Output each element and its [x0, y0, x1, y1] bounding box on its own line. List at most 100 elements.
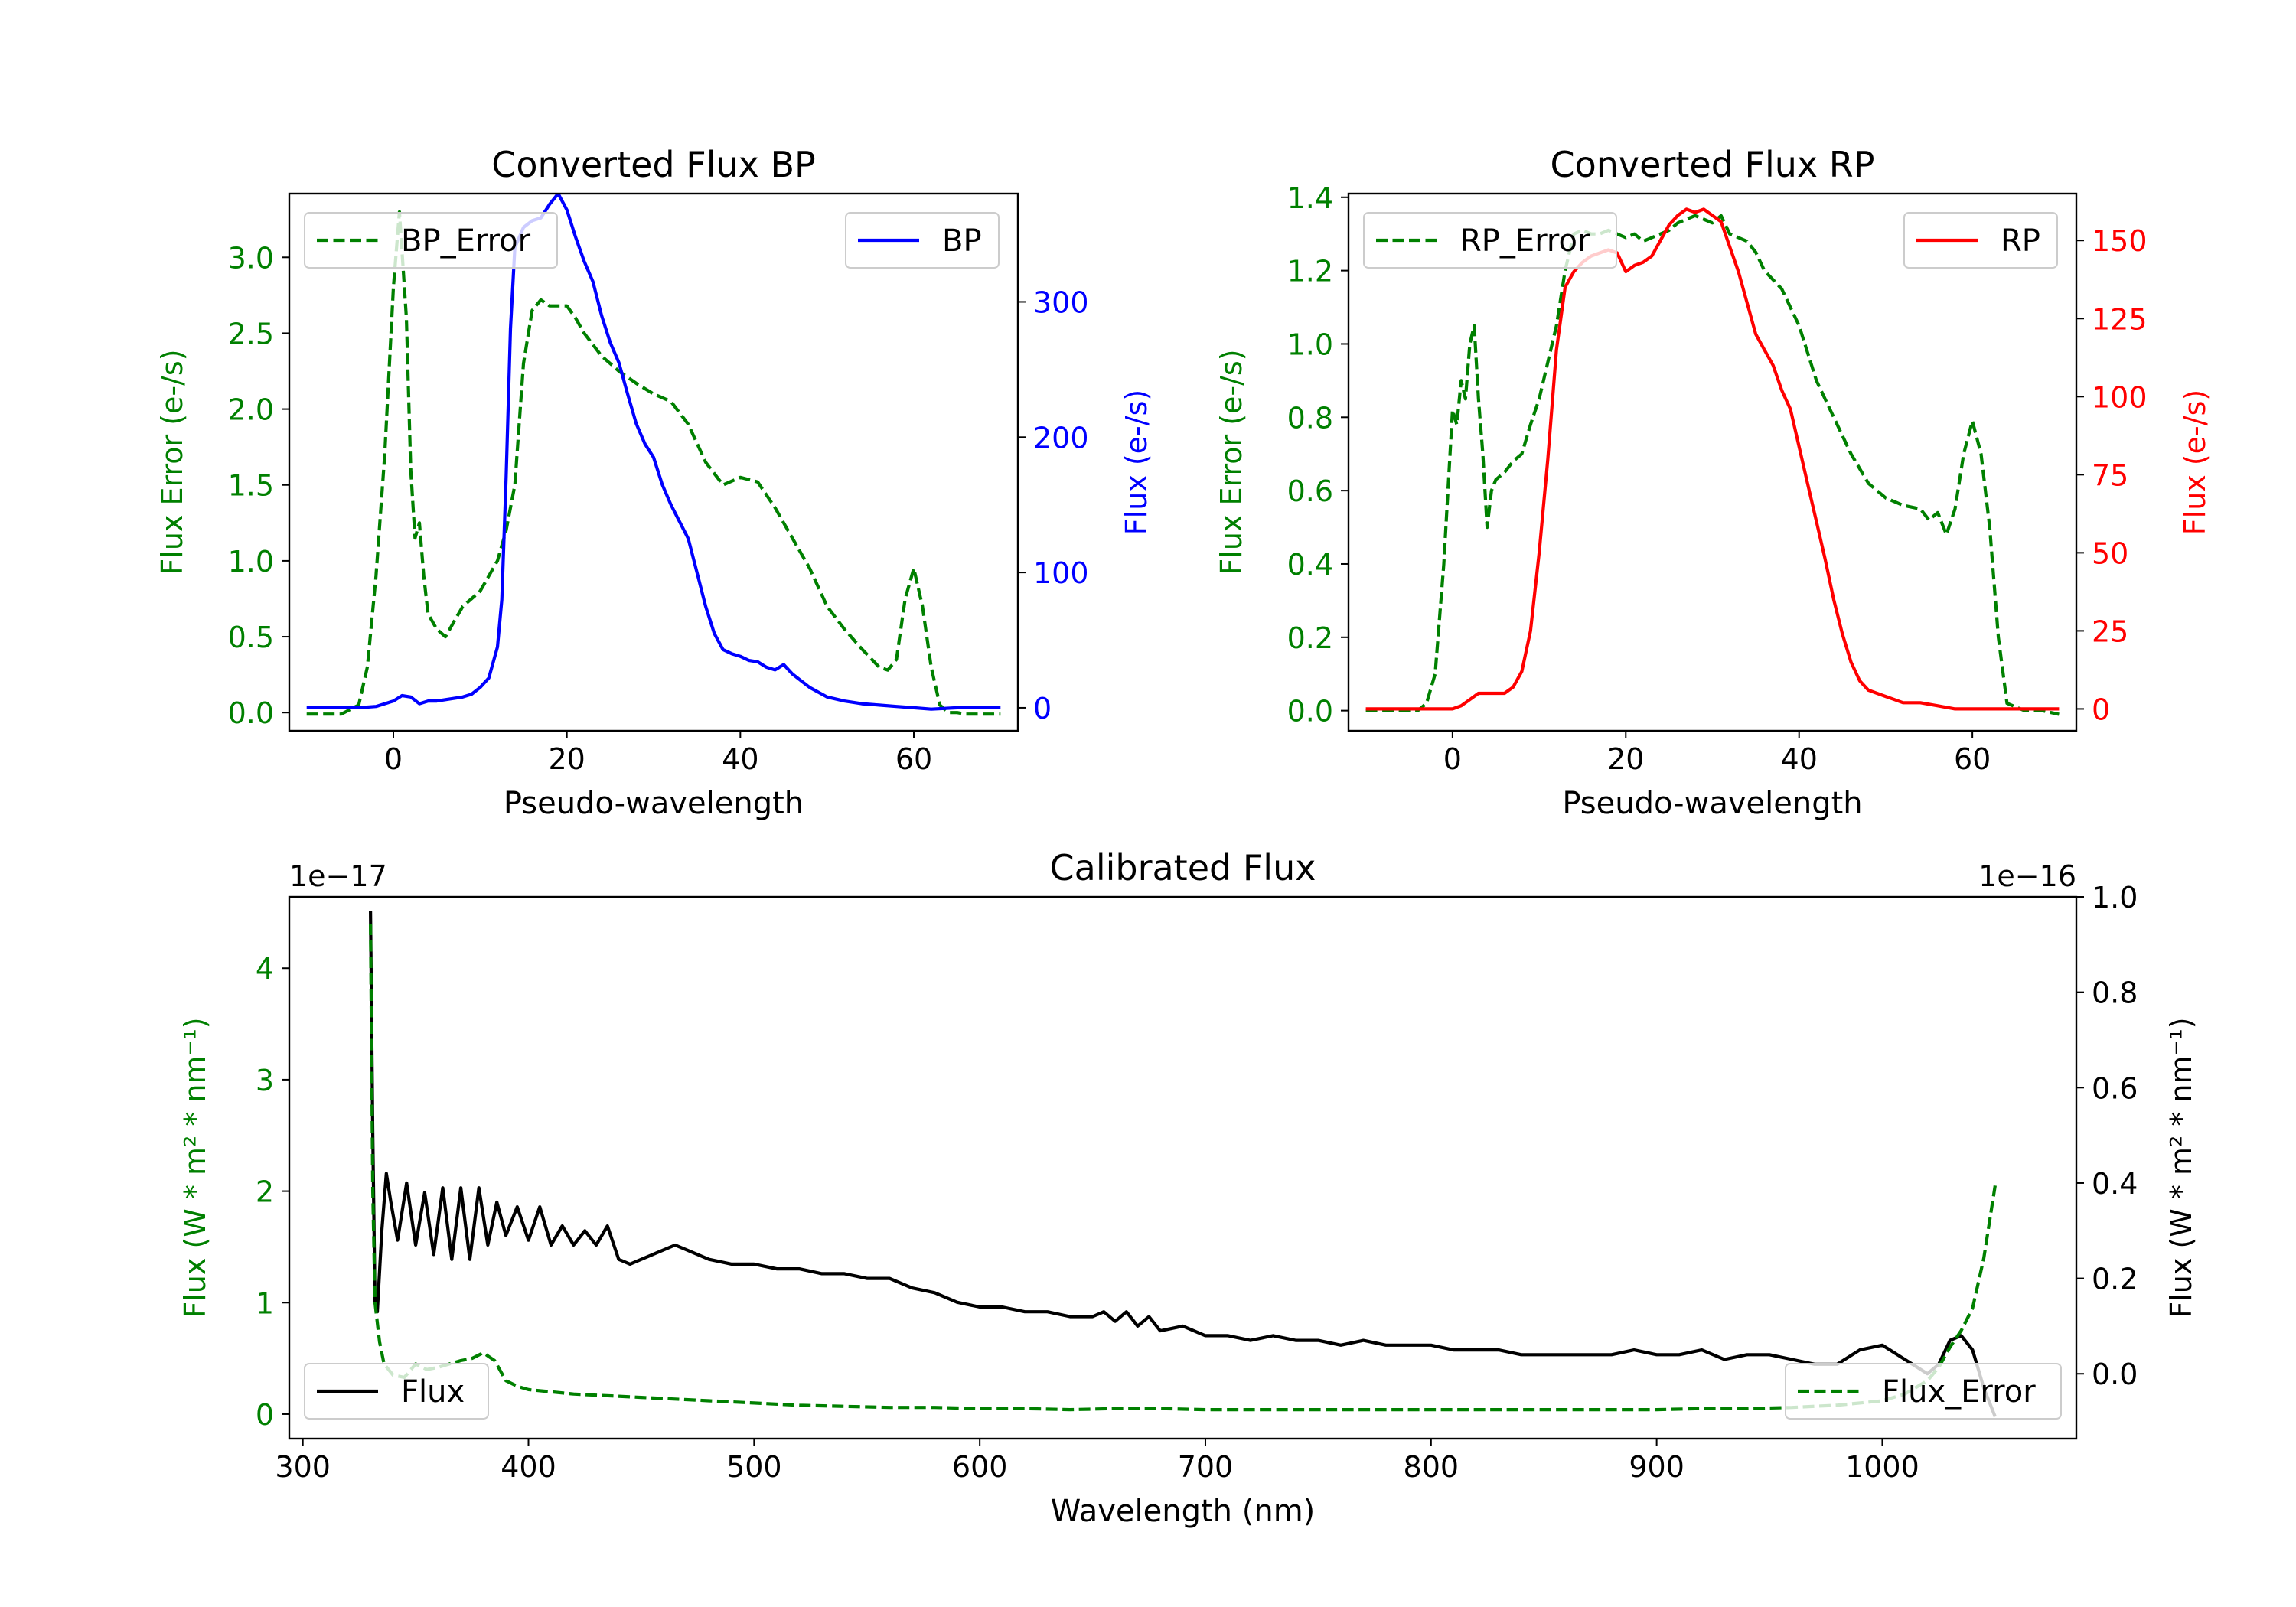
x-tick-label: 600: [952, 1450, 1008, 1484]
legend-rp-error: RP_Error: [1363, 212, 1617, 269]
right-y-tick-label: 0: [2092, 693, 2110, 726]
x-tick-label: 0: [384, 742, 403, 776]
x-tick-label: 400: [501, 1450, 556, 1484]
left-y-tick-label: 4: [256, 952, 274, 986]
right-y-tick-label: 1.0: [2092, 881, 2138, 914]
legend-bp-error: BP_Error: [304, 212, 558, 269]
left-y-tick-label: 2.0: [228, 393, 274, 427]
legend-bp: BP: [845, 212, 1000, 269]
legend-box: [1785, 1363, 2062, 1420]
legend-flux-error: Flux_Error: [1785, 1363, 2062, 1420]
chart-bp: Converted Flux BP 0 20 40 60 Pseudo-wavelengt…: [155, 144, 1153, 821]
plot-layer: Converted Flux BP0 20 40 60Pseudo-wavelengt…: [155, 144, 2212, 1529]
x-tick-label: 500: [726, 1450, 782, 1484]
x-axis-label: Pseudo-wavelength: [1562, 786, 1862, 821]
left-y-tick-label: 1.2: [1287, 255, 1333, 288]
right-y-tick-label: 125: [2092, 302, 2148, 336]
series-line-rp-error: [1365, 214, 2060, 716]
x-tick-label: 40: [1781, 742, 1818, 776]
series-line-rp: [1365, 207, 2060, 711]
series-group: [306, 194, 1001, 716]
x-tick-label: 20: [1607, 742, 1644, 776]
left-y-tick-label: 1.5: [228, 469, 274, 503]
right-y-tick-label: 75: [2092, 458, 2128, 492]
series-line-flux: [369, 911, 1997, 1418]
x-tick-label: 300: [275, 1450, 331, 1484]
right-axis-offset-text: 1e−16: [1978, 859, 2076, 893]
left-y-tick-label: 0: [256, 1398, 274, 1432]
x-tick-label: 0: [1443, 742, 1462, 776]
axes-frame: [1347, 192, 2078, 732]
legend-label: BP: [942, 223, 982, 259]
legend-box: [1903, 212, 2058, 269]
legend-label: Flux: [401, 1374, 465, 1410]
series-line-bp-error: [306, 210, 1001, 716]
left-y-tick-label: 1.4: [1287, 181, 1333, 215]
axes-frame: [288, 895, 2078, 1440]
right-y-axis-label: Flux (e-/s): [2178, 390, 2212, 535]
right-y-tick-label: 50: [2092, 536, 2128, 570]
left-y-tick-label: 3: [256, 1064, 274, 1097]
right-y-tick-label: 0: [1033, 692, 1052, 725]
right-y-tick-label: 25: [2092, 614, 2128, 648]
left-y-tick-label: 1.0: [228, 545, 274, 579]
legend-label: BP_Error: [401, 223, 531, 259]
right-y-tick-label: 200: [1033, 421, 1089, 455]
left-y-tick-label: 1.0: [1287, 328, 1333, 361]
x-tick-label: 60: [895, 742, 932, 776]
x-tick-label: 20: [548, 742, 585, 776]
x-tick-label: 800: [1404, 1450, 1459, 1484]
left-y-tick-label: 0.8: [1287, 401, 1333, 435]
x-tick-label: 60: [1954, 742, 1991, 776]
left-y-tick-label: 0.4: [1287, 548, 1333, 582]
right-y-tick-label: 0.2: [2092, 1263, 2138, 1296]
right-y-tick-label: 100: [1033, 556, 1089, 590]
chart-title: Converted Flux BP: [491, 144, 816, 185]
left-y-tick-label: 0.2: [1287, 621, 1333, 655]
right-y-tick-label: 0.0: [2092, 1358, 2138, 1391]
left-y-tick-label: 0.0: [228, 696, 274, 730]
right-y-tick-label: 100: [2092, 380, 2148, 414]
left-y-tick-label: 0.6: [1287, 474, 1333, 508]
right-y-tick-label: 300: [1033, 285, 1089, 319]
chart-title: Converted Flux RP: [1551, 144, 1875, 185]
left-y-axis-label: Flux Error (e-/s): [155, 349, 189, 575]
right-y-tick-label: 0.6: [2092, 1071, 2138, 1105]
legend-label: Flux_Error: [1882, 1374, 2036, 1410]
left-y-tick-label: 2: [256, 1175, 274, 1209]
series-group: [1365, 207, 2060, 716]
legend-box: [845, 212, 1000, 269]
axes-frame: [288, 192, 1019, 732]
left-y-tick-label: 2.5: [228, 317, 274, 350]
left-y-tick-label: 3.0: [228, 241, 274, 275]
legend-label: RP: [2001, 223, 2040, 259]
legend-label: RP_Error: [1460, 223, 1590, 259]
right-y-axis-label: Flux (e-/s): [1120, 390, 1153, 535]
right-y-tick-label: 0.8: [2092, 976, 2138, 1010]
chart-rp: Converted Flux RP 0 20 40 60 Pseudo-wavelengt…: [1215, 144, 2212, 821]
x-tick-label: 900: [1629, 1450, 1684, 1484]
legend-box: [304, 212, 558, 269]
left-axis-offset-text: 1e−17: [289, 859, 387, 893]
chart-title: Calibrated Flux: [1050, 847, 1316, 888]
right-y-axis-label: Flux (W * m² * nm⁻¹): [2164, 1017, 2198, 1318]
chart-cal: Calibrated Flux 300 400 500 600 700 800 900 1000…: [178, 847, 2198, 1529]
legend-rp: RP: [1903, 212, 2058, 269]
left-y-tick-label: 1: [256, 1286, 274, 1320]
x-axis-label: Wavelength (nm): [1051, 1494, 1316, 1529]
left-y-axis-label: Flux Error (e-/s): [1215, 349, 1248, 575]
legend-flux: Flux: [304, 1363, 489, 1420]
left-y-tick-label: 0.5: [228, 621, 274, 654]
series-line-bp: [306, 194, 1001, 711]
legend-box: [1363, 212, 1617, 269]
x-tick-label: 1000: [1845, 1450, 1919, 1484]
x-tick-label: 700: [1178, 1450, 1234, 1484]
legend-box: [304, 1363, 489, 1420]
x-axis-label: Pseudo-wavelength: [504, 786, 804, 821]
left-y-axis-label: Flux (W * m² * nm⁻¹): [178, 1017, 212, 1318]
left-y-tick-label: 0.0: [1287, 695, 1333, 729]
x-tick-label: 40: [722, 742, 758, 776]
right-y-tick-label: 150: [2092, 224, 2148, 258]
right-y-tick-label: 0.4: [2092, 1167, 2138, 1201]
